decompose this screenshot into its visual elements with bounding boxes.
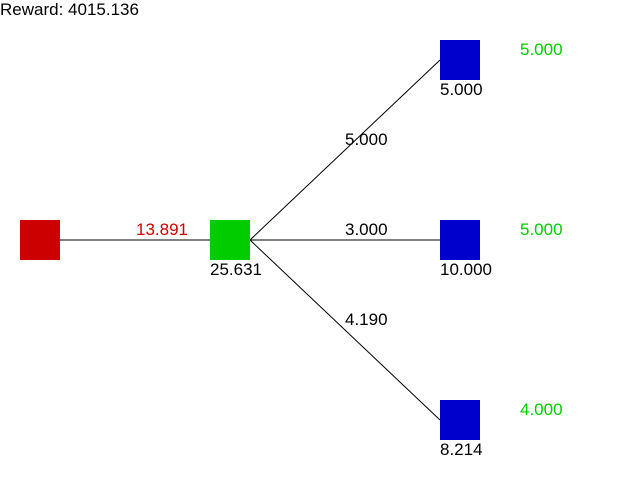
reward-label: Reward: xyxy=(0,0,64,19)
sink-1-capacity-label: 5.000 xyxy=(520,40,563,59)
source-node[interactable] xyxy=(20,220,60,260)
source-flow-label: 13.891 xyxy=(136,220,188,239)
sink-node-1[interactable] xyxy=(440,40,480,80)
sink-node-3[interactable] xyxy=(440,400,480,440)
sink-2-value-label: 10.000 xyxy=(440,260,492,279)
sink-2-capacity-label: 5.000 xyxy=(520,220,563,239)
sink-3-value-label: 8.214 xyxy=(440,440,483,459)
reward-display: Reward: 4015.136 xyxy=(0,0,139,20)
sink-1-value-label: 5.000 xyxy=(440,80,483,99)
edge-hub-sink-1 xyxy=(249,59,441,241)
edge-2-value-label: 3.000 xyxy=(345,220,388,239)
hub-value-label: 25.631 xyxy=(210,260,262,279)
sink-3-capacity-label: 4.000 xyxy=(520,400,563,419)
edge-1-value-label: 5.000 xyxy=(345,130,388,149)
hub-node[interactable] xyxy=(210,220,250,260)
sink-node-2[interactable] xyxy=(440,220,480,260)
reward-value: 4015.136 xyxy=(68,0,139,19)
edge-3-value-label: 4.190 xyxy=(345,310,388,329)
edge-hub-sink-3 xyxy=(249,239,441,421)
